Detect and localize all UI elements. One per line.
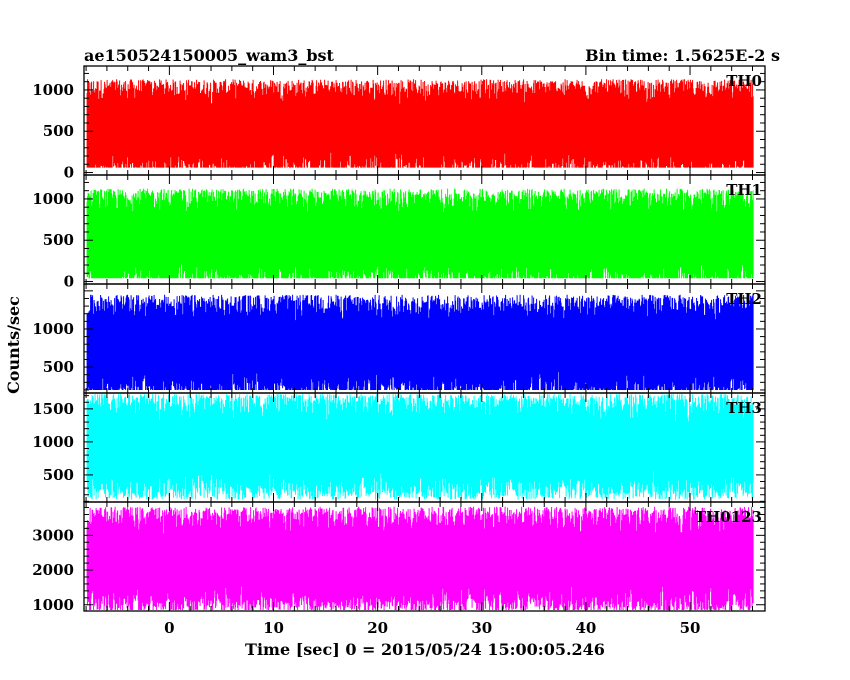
y-tick-label: 1000	[32, 433, 74, 451]
y-tick-label: 1000	[32, 81, 74, 99]
panel-label-th3: TH3	[726, 399, 762, 417]
panels-group: TH005001000TH105001000TH25001000TH350010…	[32, 65, 766, 637]
panel-th2: TH2 500 1000	[32, 283, 766, 394]
y-tick-label: 3000	[32, 526, 74, 544]
panel-th3: TH3 500 1000 1500	[32, 392, 766, 503]
x-axis-label: Time [sec] 0 = 2015/05/24 15:00:05.246	[245, 640, 605, 659]
y-tick-label: 500	[43, 466, 74, 484]
series-line-th0123	[86, 506, 754, 610]
series-line-th1	[86, 188, 754, 279]
panel-label-th0: TH0	[726, 72, 762, 90]
panel-label-th0123: TH0123	[695, 508, 762, 526]
y-axis-label: Counts/sec	[4, 296, 23, 394]
y-tick-label: 1000	[32, 320, 74, 338]
bin-time-label: Bin time: 1.5625E-2 s	[585, 46, 780, 65]
y-tick-label: 1000	[32, 190, 74, 208]
x-tick-label: 0	[164, 619, 174, 637]
x-tick-label: 50	[680, 619, 701, 637]
x-tick-label: 10	[263, 619, 284, 637]
x-tick-label: 30	[471, 619, 492, 637]
x-tick-label: 20	[367, 619, 388, 637]
x-tick-label: 40	[575, 619, 596, 637]
series-line-th3	[86, 394, 754, 500]
y-tick-label: 0	[64, 273, 74, 291]
panel-th0: TH0 0 500 1000	[32, 65, 766, 182]
panel-th0123: TH0123 1000 2000 3000	[32, 501, 766, 614]
y-tick-label: 500	[43, 231, 74, 249]
chart-title: ae150524150005_wam3_bst	[84, 46, 335, 65]
series-line-th2	[86, 294, 754, 390]
panel-th1: TH1 0 500 1000	[32, 174, 766, 291]
y-tick-label: 500	[43, 358, 74, 376]
y-tick-label: 1000	[32, 596, 74, 614]
panel-label-th2: TH2	[726, 290, 762, 308]
y-tick-label: 0	[64, 164, 74, 182]
y-tick-label: 1500	[32, 400, 74, 418]
series-line-th0	[86, 79, 754, 168]
y-tick-label: 2000	[32, 561, 74, 579]
y-tick-label: 500	[43, 122, 74, 140]
panel-label-th1: TH1	[726, 181, 762, 199]
